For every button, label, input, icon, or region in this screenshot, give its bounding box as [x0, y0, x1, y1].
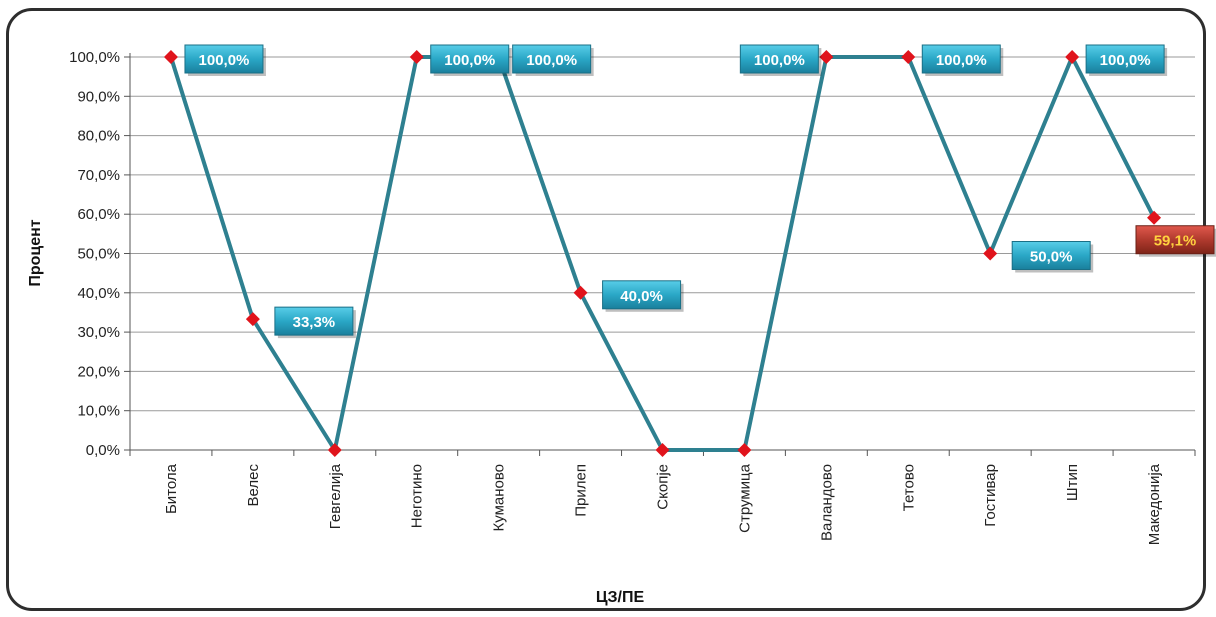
y-axis-title: Процент — [27, 219, 44, 286]
data-label-box — [1011, 241, 1091, 270]
x-tick-label: Тетово — [900, 464, 917, 511]
data-label-box — [739, 44, 819, 74]
x-tick-label: Валандово — [818, 464, 835, 541]
x-tick-label: Велес — [245, 464, 262, 507]
data-point — [983, 246, 998, 261]
data-label-box — [512, 44, 592, 74]
data-labels: 100,0% 33,3% 100,0% 100,0% 40,0% 100,0% 100,0%… — [184, 44, 1216, 339]
y-tick-label: 30,0% — [77, 324, 120, 341]
data-point — [1147, 210, 1162, 225]
y-tick-label: 10,0% — [77, 403, 120, 420]
data-label: 33,3% — [274, 306, 356, 339]
data-label-text: 100,0% — [526, 52, 577, 69]
y-tick-label: 0,0% — [86, 442, 120, 459]
x-tick-label: Гостивар — [982, 464, 999, 527]
data-label-box — [430, 44, 510, 74]
data-label-text: 100,0% — [199, 52, 250, 69]
data-point — [409, 50, 424, 64]
data-label: 40,0% — [602, 280, 684, 312]
data-point — [1065, 50, 1080, 64]
x-tick-label: Битола — [163, 463, 180, 514]
data-label-text: 50,0% — [1030, 249, 1073, 266]
data-point — [655, 443, 670, 457]
x-tick-label: Струмица — [736, 463, 753, 532]
data-point — [245, 312, 260, 327]
x-tick-label: Скопје — [655, 464, 672, 510]
gridlines — [130, 56, 1195, 412]
data-label-text: 100,0% — [1100, 52, 1151, 69]
data-label-box — [1085, 44, 1165, 74]
x-tick-label: Македонија — [1146, 463, 1163, 545]
data-label-text: 40,0% — [620, 288, 663, 305]
data-label-box — [274, 306, 354, 336]
y-tick-label: 90,0% — [77, 88, 120, 105]
data-label-text: 59,1% — [1154, 233, 1197, 250]
data-point — [737, 443, 752, 457]
data-point — [901, 50, 916, 64]
data-label: 100,0% — [1085, 44, 1168, 76]
data-label: 100,0% — [512, 44, 594, 76]
data-point — [819, 50, 834, 64]
data-label: 100,0% — [430, 44, 512, 76]
data-point — [573, 285, 588, 300]
x-tick-label: Штип — [1064, 464, 1081, 501]
data-label-box — [184, 44, 264, 74]
data-label-box — [921, 44, 1001, 74]
chart-frame — [6, 8, 1206, 611]
x-tick-label: Гевгелија — [327, 463, 344, 529]
data-label: 100,0% — [921, 44, 1004, 76]
data-label-text: 100,0% — [444, 52, 495, 69]
data-label: 50,0% — [1011, 241, 1094, 273]
data-point — [327, 443, 342, 457]
y-tick-label: 70,0% — [77, 167, 120, 184]
data-point — [163, 50, 178, 64]
data-label: 100,0% — [739, 44, 822, 76]
data-label-box — [602, 280, 682, 310]
data-label: 59,1% — [1135, 225, 1216, 257]
data-label-text: 100,0% — [936, 52, 987, 69]
x-axis-title: ЦЗ/ПЕ — [596, 589, 645, 606]
y-tick-label: 100,0% — [69, 49, 120, 66]
x-tick-label: Куманово — [491, 464, 508, 532]
y-tick-label: 60,0% — [77, 206, 120, 223]
y-tick-label: 80,0% — [77, 128, 120, 145]
data-label-text: 33,3% — [293, 314, 336, 331]
y-tick-label: 20,0% — [77, 363, 120, 380]
data-label: 100,0% — [184, 44, 266, 76]
y-tick-label: 40,0% — [77, 285, 120, 302]
x-tick-label: Неготино — [409, 464, 426, 528]
y-tick-label: 50,0% — [77, 246, 120, 263]
x-tick-label: Прилеп — [573, 464, 590, 517]
data-label-text: 100,0% — [754, 52, 805, 69]
data-label-box — [1135, 225, 1215, 255]
